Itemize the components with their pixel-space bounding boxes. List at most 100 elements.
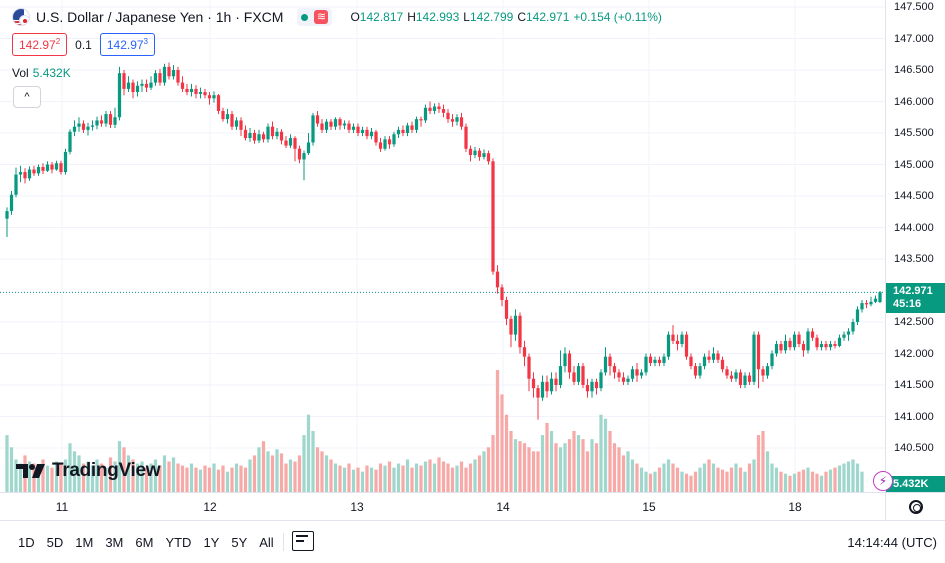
candle-body [149,82,153,88]
candle-body [513,315,518,335]
volume-bar [734,463,738,492]
candle-body [144,83,149,88]
volume-bar [144,467,149,492]
price-tick-label: 140.500 [894,442,934,454]
grid-lines [0,0,885,492]
candle-body [567,353,572,373]
volume-bar [158,465,162,492]
volume-bar [621,455,626,492]
volume-bar [117,441,122,492]
candle-body [428,107,432,111]
go-to-date-icon[interactable] [292,531,314,551]
collapse-legend-button[interactable]: ^ [13,86,41,108]
volume-bar [536,451,540,492]
candle-body [77,123,81,127]
volume-bar [167,461,171,492]
volume-bar [509,431,513,492]
utc-clock[interactable]: 14:14:44 (UTC) [847,535,937,550]
volume-bar [630,459,635,492]
volume-bar [599,414,603,492]
sell-button[interactable]: 142.972 [12,33,68,56]
gear-icon[interactable] [909,500,923,514]
range-button-ytd[interactable]: YTD [165,535,192,550]
candle-body [257,134,261,141]
volume-bar [45,465,50,492]
volume-bar [603,418,608,492]
chart-pane[interactable]: U.S. Dollar / Japanese Yen · 1h · FXCM ≋… [0,0,885,492]
volume-bar [338,465,342,492]
symbol-title[interactable]: U.S. Dollar / Japanese Yen · 1h · FXCM [36,9,284,25]
volume-bar [41,459,45,492]
candle-body [455,117,459,122]
volume-bar [554,443,558,492]
high-label: H [407,10,416,24]
candle-body [675,340,680,345]
range-button-all[interactable]: All [259,535,274,550]
volume-bar [720,469,725,492]
candle-body [671,334,675,341]
spread-value: 0.1 [75,37,92,52]
volume-bar [684,473,689,492]
candle-body [666,334,671,357]
candle-body [234,120,239,127]
candle-body [225,114,230,120]
range-button-1m[interactable]: 1M [75,535,94,550]
range-button-3m[interactable]: 3M [105,535,124,550]
range-button-5d[interactable]: 5D [46,535,64,550]
candle-body [801,344,806,351]
volume-bar [369,467,374,492]
candle-body [684,334,689,357]
candle-body [765,366,770,376]
buy-button[interactable]: 142.973 [99,33,155,56]
volume-bar [855,463,860,492]
candle-body [540,381,545,398]
candle-body [810,331,815,338]
candle-body [725,369,729,376]
range-button-6m[interactable]: 6M [135,535,154,550]
volume-bar [486,447,491,492]
candle-body [860,303,864,310]
volume-bar [725,471,729,492]
lightning-badge-icon[interactable]: ⚡ [873,471,893,491]
volume-bar [185,467,189,492]
volume-bar [392,467,396,492]
candle-body [693,366,698,376]
range-button-1y[interactable]: 1Y [203,535,220,550]
time-tick-label: 13 [350,500,364,514]
axis-settings[interactable] [885,492,945,520]
volume-bar [162,455,167,492]
candle-body [279,131,284,141]
date-range-selector: 1D 5D 1M 3M 6M YTD 1Y 5Y All [18,535,274,550]
volume-bar [666,459,671,492]
ask-price: 142.97 [106,38,144,52]
candle-body [698,366,702,376]
volume-bar [563,443,567,492]
tradingview-logo[interactable]: TradingView [16,460,161,482]
price-axis[interactable]: 147.500 147.000 146.500 146.000 145.500 145.0… [885,0,945,493]
candlestick-chart[interactable] [0,0,885,492]
candle-body [86,126,90,130]
candle-body [788,340,792,348]
candle-body [626,378,630,382]
volume-bar [648,473,653,492]
volume-bar [437,457,441,492]
candle-body [414,119,419,130]
range-button-1d[interactable]: 1D [18,535,35,550]
market-status[interactable]: ≋ [297,8,333,26]
candle-body [108,114,113,125]
volume-bar [770,463,774,492]
candle-body [851,322,855,332]
candle-body [383,139,387,149]
time-axis[interactable]: 11 12 13 14 15 18 [0,492,885,520]
volume-bar [374,469,378,492]
volume-bars [5,370,864,492]
price-tick-label: 146.500 [894,64,934,76]
candle-body [248,133,252,139]
candle-body [216,95,221,111]
candle-body [387,139,392,145]
volume-bar [428,459,432,492]
volume-bar [590,439,594,492]
volume-bar [288,459,293,492]
candle-body [842,334,846,338]
range-button-5y[interactable]: 5Y [231,535,248,550]
